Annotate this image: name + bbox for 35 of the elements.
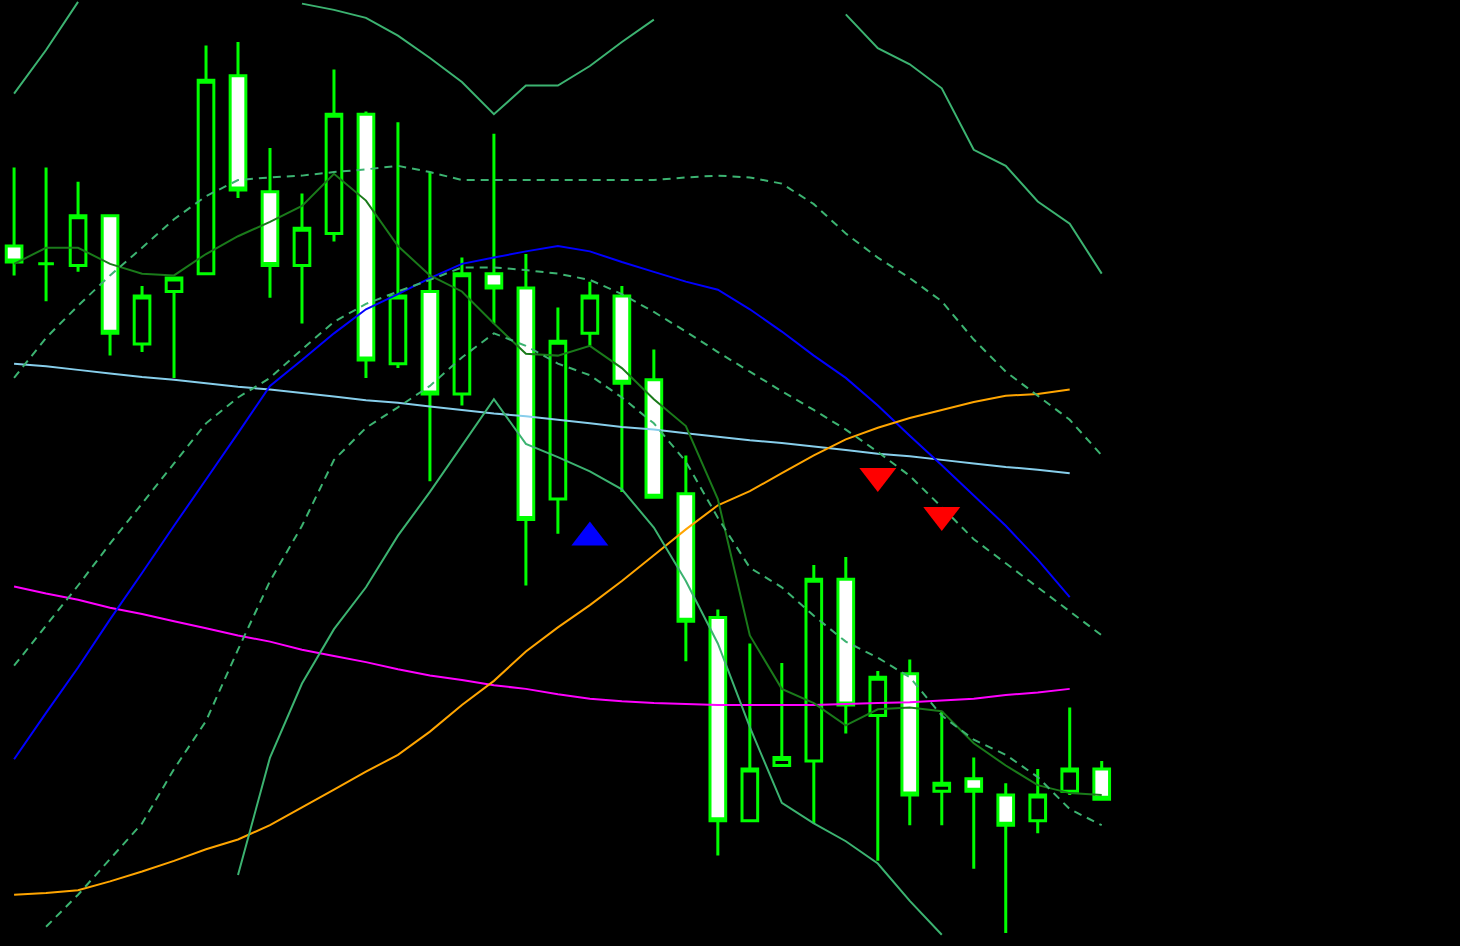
candlestick (260, 146, 280, 300)
candlestick (612, 284, 632, 494)
candlestick (644, 347, 664, 499)
candlestick (388, 120, 408, 370)
candlestick (964, 755, 984, 871)
candlestick (164, 276, 184, 380)
candlestick (100, 214, 120, 358)
candlestick (420, 170, 440, 483)
candlestick (868, 669, 888, 863)
candlestick (772, 661, 792, 767)
candlestick (4, 166, 24, 277)
candlestick (1060, 706, 1080, 797)
candlestick (836, 555, 856, 735)
candlestick (516, 252, 536, 587)
candlestick (740, 641, 760, 823)
candlestick (292, 191, 312, 326)
candlestick (804, 563, 824, 825)
candlestick (228, 40, 248, 200)
candlestick (676, 453, 696, 663)
candlestick (1028, 767, 1048, 835)
candlestick (580, 280, 600, 348)
candlestick (932, 709, 952, 827)
candlestick (484, 132, 504, 326)
candlestick (708, 608, 728, 857)
candlestick (132, 284, 152, 354)
candlestick (452, 256, 472, 408)
candlestick (996, 781, 1016, 935)
candlestick (36, 166, 56, 303)
candlestick (68, 180, 88, 274)
candlestick (196, 44, 216, 276)
candlestick (1092, 759, 1112, 801)
candlestick (548, 306, 568, 536)
candlestick (356, 109, 376, 380)
candlestick (324, 68, 344, 244)
candlestick (900, 657, 920, 827)
